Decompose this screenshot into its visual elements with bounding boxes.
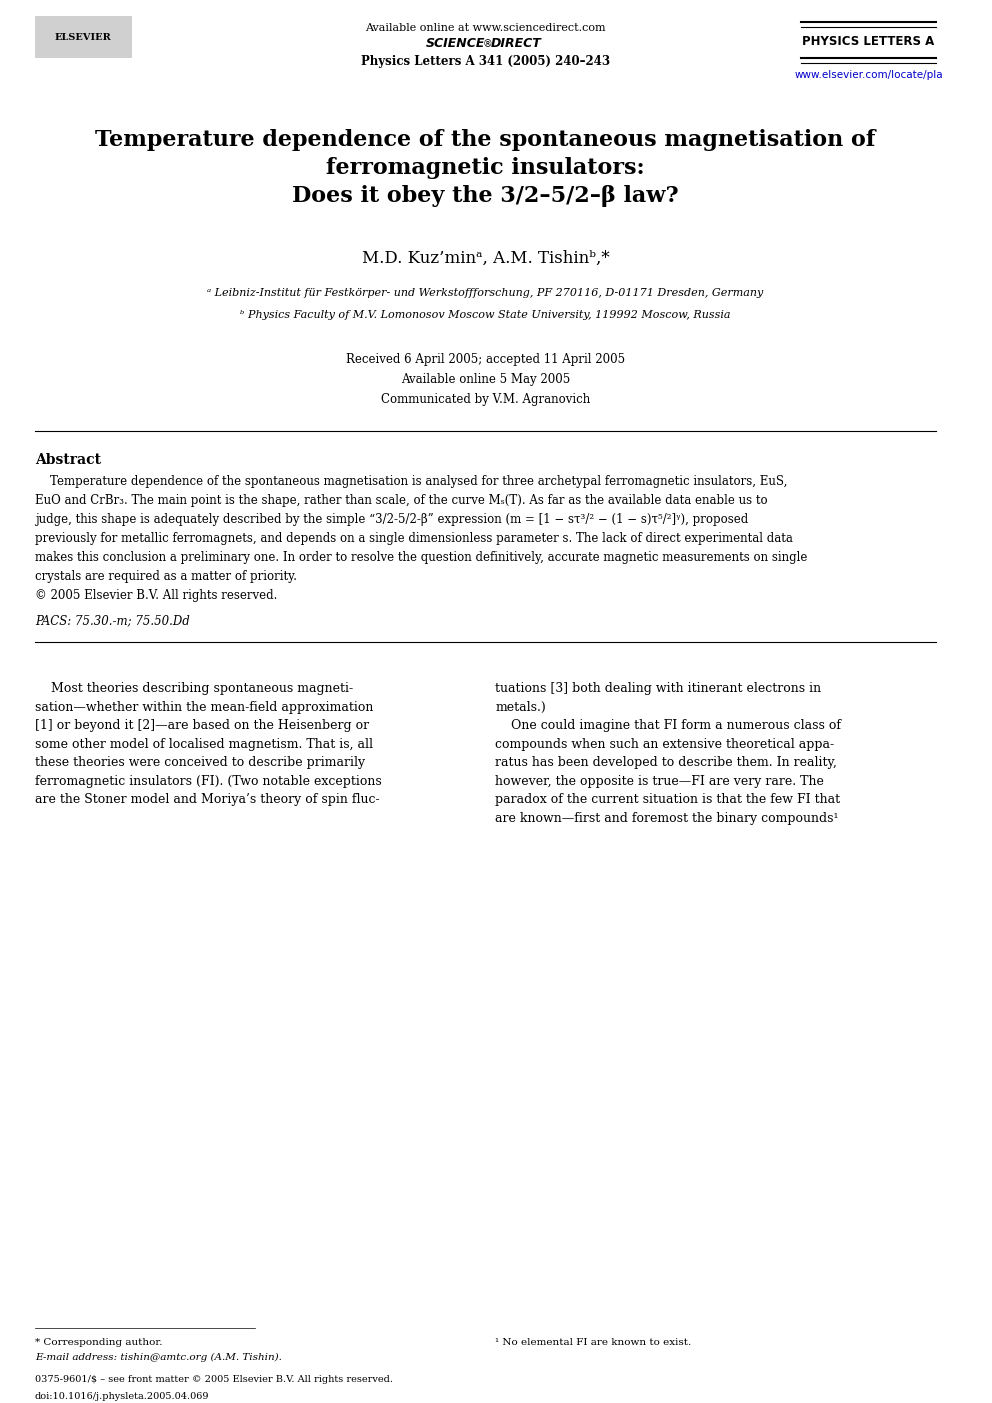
Text: www.elsevier.com/locate/pla: www.elsevier.com/locate/pla bbox=[795, 70, 942, 80]
Text: ferromagnetic insulators:: ferromagnetic insulators: bbox=[326, 157, 645, 178]
Text: 0375-9601/$ – see front matter © 2005 Elsevier B.V. All rights reserved.: 0375-9601/$ – see front matter © 2005 El… bbox=[35, 1375, 393, 1385]
Text: tuations [3] both dealing with itinerant electrons in
metals.)
    One could ima: tuations [3] both dealing with itinerant… bbox=[495, 682, 841, 825]
Text: Available online 5 May 2005: Available online 5 May 2005 bbox=[401, 373, 570, 386]
Text: Physics Letters A 341 (2005) 240–243: Physics Letters A 341 (2005) 240–243 bbox=[361, 55, 610, 69]
Text: Abstract: Abstract bbox=[35, 453, 101, 467]
Text: ®: ® bbox=[482, 39, 492, 49]
Text: M.D. Kuz’minᵃ, A.M. Tishinᵇ,*: M.D. Kuz’minᵃ, A.M. Tishinᵇ,* bbox=[362, 250, 609, 267]
Text: Available online at www.sciencedirect.com: Available online at www.sciencedirect.co… bbox=[365, 22, 606, 32]
Text: DIRECT: DIRECT bbox=[490, 38, 541, 51]
Text: ᵃ Leibniz-Institut für Festkörper- und Werkstoffforschung, PF 270116, D-01171 Dr: ᵃ Leibniz-Institut für Festkörper- und W… bbox=[207, 289, 764, 299]
Text: * Corresponding author.: * Corresponding author. bbox=[35, 1338, 163, 1347]
FancyBboxPatch shape bbox=[35, 15, 132, 58]
Text: Temperature dependence of the spontaneous magnetisation is analysed for three ar: Temperature dependence of the spontaneou… bbox=[35, 476, 807, 602]
Text: Communicated by V.M. Agranovich: Communicated by V.M. Agranovich bbox=[381, 393, 590, 405]
Text: Received 6 April 2005; accepted 11 April 2005: Received 6 April 2005; accepted 11 April… bbox=[346, 352, 625, 366]
Text: doi:10.1016/j.physleta.2005.04.069: doi:10.1016/j.physleta.2005.04.069 bbox=[35, 1392, 209, 1402]
Text: PHYSICS LETTERS A: PHYSICS LETTERS A bbox=[803, 35, 934, 49]
Text: ¹ No elemental FI are known to exist.: ¹ No elemental FI are known to exist. bbox=[495, 1338, 691, 1347]
Text: SCIENCE: SCIENCE bbox=[427, 38, 485, 51]
Text: Most theories describing spontaneous magneti-
sation—whether within the mean-fie: Most theories describing spontaneous mag… bbox=[35, 682, 382, 807]
Text: Does it obey the 3/2–5/2–β law?: Does it obey the 3/2–5/2–β law? bbox=[293, 185, 679, 206]
Text: ELSEVIER: ELSEVIER bbox=[55, 34, 111, 42]
Text: Temperature dependence of the spontaneous magnetisation of: Temperature dependence of the spontaneou… bbox=[95, 129, 876, 150]
Text: PACS: 75.30.-m; 75.50.Dd: PACS: 75.30.-m; 75.50.Dd bbox=[35, 615, 189, 627]
Text: E-mail address: tishin@amtc.org (A.M. Tishin).: E-mail address: tishin@amtc.org (A.M. Ti… bbox=[35, 1354, 282, 1362]
Text: ᵇ Physics Faculty of M.V. Lomonosov Moscow State University, 119992 Moscow, Russ: ᵇ Physics Faculty of M.V. Lomonosov Mosc… bbox=[240, 310, 731, 320]
